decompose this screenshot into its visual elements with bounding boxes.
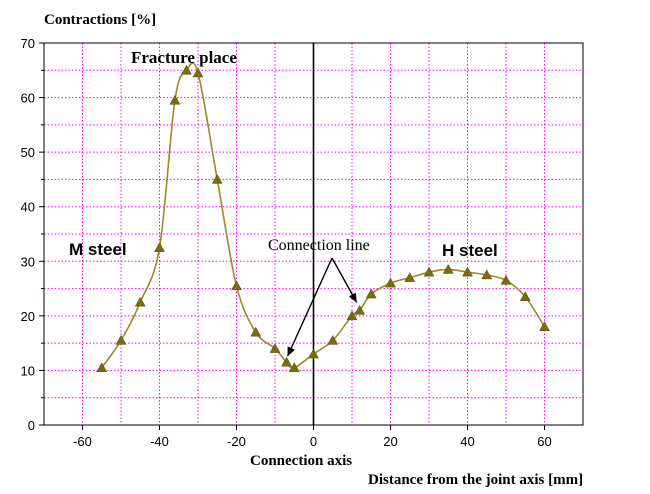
data-point-marker [308,348,319,359]
y-tick-label: 10 [21,363,35,378]
data-point-marker [539,321,550,332]
x-tick-label: 0 [310,434,317,449]
x-tick-label: 40 [460,434,474,449]
data-point-marker [519,291,531,302]
data-point-marker [211,173,223,184]
data-point-marker [96,362,108,372]
annotation-fracture-place: Fracture place [131,48,237,67]
x-tick-label: 20 [383,434,397,449]
y-tick-label: 60 [21,91,35,106]
arrowhead [348,292,357,303]
annotation-h-steel: H steel [442,241,498,260]
x-tick-label: -40 [150,434,169,449]
x-axis-title: Distance from the joint axis [mm] [368,472,583,488]
x-tick-label: -60 [73,434,92,449]
data-point-marker [288,362,300,372]
data-point-marker [462,266,473,277]
data-point-marker [192,67,204,78]
data-point-marker [169,94,181,105]
y-tick-label: 40 [21,200,35,215]
y-tick-label: 20 [21,309,35,324]
data-point-marker [481,269,493,280]
y-tick-label: 70 [21,36,35,51]
data-point-marker [281,356,292,367]
y-axis-title: Contractions [%] [44,12,156,28]
x-tick-label: 60 [537,434,551,449]
data-point-marker [231,280,242,291]
arrowhead [287,346,295,357]
data-point-marker [385,277,396,288]
annotation-connection-line: Connection line [268,237,370,254]
tick-marks: -60 -40 -20 0 20 40 60 0 10 20 30 40 50 60 70 [21,36,552,449]
series-layer [96,62,550,372]
data-point-marker [134,296,146,307]
y-tick-label: 0 [28,418,35,433]
data-point-marker [250,326,262,337]
data-point-marker [423,266,435,277]
data-point-marker [115,334,127,345]
series-line [101,62,546,369]
data-point-marker [346,310,358,321]
data-point-marker [500,274,512,285]
y-tick-label: 50 [21,145,35,160]
data-point-marker [404,272,416,282]
annotation-arrow-line [286,257,333,357]
annotation-m-steel: M steel [69,240,127,259]
x-tick-label: -20 [227,434,246,449]
axis-note-label: Connection axis [250,453,352,469]
data-point-marker [269,343,281,353]
data-point-marker [181,64,192,75]
data-point-marker [154,242,165,252]
data-point-marker [442,263,454,274]
data-point-marker [327,334,339,345]
annotation-arrows [286,257,358,357]
data-point-marker [365,288,377,299]
y-tick-label: 30 [21,254,35,269]
data-point-marker [354,304,366,315]
